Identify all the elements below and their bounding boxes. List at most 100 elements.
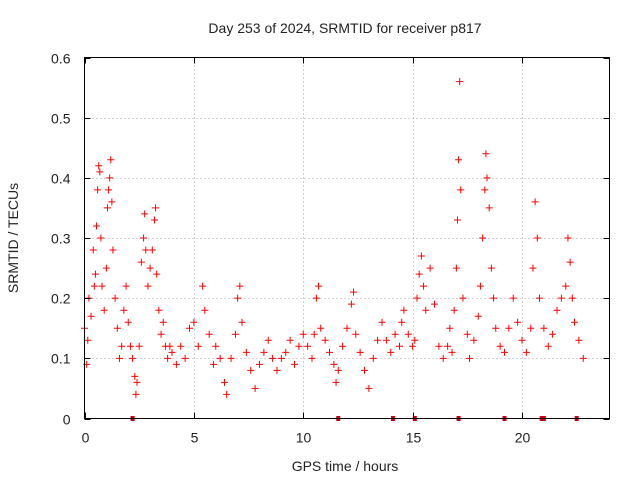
data-point [166, 342, 174, 350]
axis-ticks: 0 0.1 0.2 0.3 0.4 0.5 0.6 0 5 10 15 20 [51, 51, 610, 446]
data-point [216, 354, 224, 362]
data-point [444, 342, 452, 350]
plot-frame [84, 57, 610, 419]
data-point [404, 330, 412, 338]
data-point [87, 312, 95, 320]
data-point [529, 264, 537, 272]
data-point [137, 258, 145, 266]
data-point [455, 156, 463, 164]
data-point [562, 282, 570, 290]
y-tick-label: 0.6 [51, 51, 71, 67]
data-point [553, 306, 561, 314]
data-point [131, 372, 139, 380]
data-point [501, 348, 508, 356]
data-point [369, 354, 377, 362]
data-point [210, 360, 218, 368]
data-point [155, 306, 163, 314]
data-point [223, 390, 231, 398]
data-point [238, 318, 246, 326]
data-point [571, 318, 578, 326]
data-point [256, 360, 263, 368]
y-axis-label: SRMTID / TECUs [5, 183, 21, 293]
data-point [350, 288, 358, 296]
data-point [568, 294, 576, 302]
data-point [102, 264, 110, 272]
data-point [347, 300, 355, 308]
data-point [334, 366, 342, 374]
data-point [231, 330, 239, 338]
data-point [420, 282, 428, 290]
data-point [481, 186, 489, 194]
y-tick-label: 0.3 [51, 231, 71, 247]
data-point [435, 342, 443, 350]
x-tick-label: 15 [406, 430, 422, 446]
data-point [448, 348, 456, 356]
data-point [299, 330, 307, 338]
data-point [396, 342, 403, 350]
data-points [81, 78, 587, 398]
data-point [148, 246, 156, 254]
data-point [190, 318, 198, 326]
data-point [566, 258, 574, 266]
data-point [485, 204, 493, 212]
x-tick-label: 0 [82, 430, 90, 446]
data-point [466, 354, 473, 362]
data-point [496, 342, 504, 350]
data-point [479, 234, 487, 242]
data-point [89, 246, 97, 254]
data-point [133, 378, 141, 386]
data-point [122, 282, 130, 290]
data-point [533, 234, 541, 242]
data-point [339, 342, 347, 350]
data-point [415, 270, 423, 278]
data-point [308, 354, 316, 362]
data-point [540, 324, 548, 332]
data-point [186, 324, 193, 332]
data-point [304, 342, 312, 350]
data-point [205, 330, 213, 338]
data-point [531, 198, 539, 206]
data-point [153, 270, 161, 278]
data-point [312, 294, 320, 302]
x-axis-label: GPS time / hours [292, 458, 399, 474]
data-point [91, 270, 99, 278]
data-point [168, 348, 176, 356]
data-point [463, 330, 471, 338]
data-point [482, 150, 490, 158]
data-point [106, 174, 114, 182]
y-tick-label: 0.1 [51, 351, 71, 367]
data-point [194, 342, 202, 350]
y-tick-label: 0 [63, 412, 71, 428]
data-point [109, 246, 117, 254]
data-point [96, 168, 104, 176]
data-point [409, 342, 417, 350]
data-point [140, 234, 148, 242]
data-point [291, 360, 298, 368]
data-point [452, 264, 460, 272]
data-point [227, 354, 235, 362]
data-point [315, 282, 323, 290]
data-point [111, 294, 119, 302]
data-point [514, 318, 522, 326]
data-point [242, 348, 250, 356]
data-point [400, 306, 408, 314]
y-tick-label: 0.2 [51, 291, 71, 307]
data-point [490, 294, 498, 302]
data-point [141, 210, 149, 218]
data-point [487, 264, 495, 272]
data-point [129, 354, 137, 362]
data-point [391, 330, 399, 338]
gridlines [84, 57, 610, 419]
data-point [247, 366, 255, 374]
data-point [343, 324, 351, 332]
data-point [422, 306, 430, 314]
data-point [94, 186, 102, 194]
data-point [90, 282, 98, 290]
data-point [518, 336, 526, 344]
y-tick-label: 0.5 [51, 111, 71, 127]
data-point [450, 306, 458, 314]
data-point [549, 330, 557, 338]
data-point [277, 354, 285, 362]
chart-title: Day 253 of 2024, SRMTID for receiver p81… [208, 20, 481, 36]
